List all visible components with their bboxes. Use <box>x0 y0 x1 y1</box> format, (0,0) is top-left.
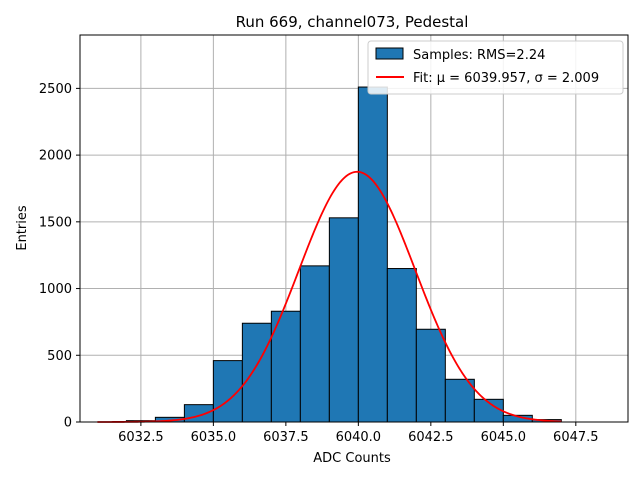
histogram-bar <box>357 86 388 423</box>
y-tick-label: 2500 <box>39 82 72 97</box>
histogram-bar <box>415 328 446 423</box>
x-tick-label: 6045.0 <box>481 430 527 445</box>
legend-fit-label: Fit: μ = 6039.957, σ = 2.009 <box>413 71 599 86</box>
x-axis-label: ADC Counts <box>313 451 391 466</box>
x-tick-label: 6040.0 <box>336 430 382 445</box>
x-tick-label: 6032.5 <box>118 430 164 445</box>
chart-title: Run 669, channel073, Pedestal <box>236 13 469 31</box>
y-tick-label: 1500 <box>39 215 72 230</box>
histogram-bar <box>183 404 214 423</box>
x-tick-label: 6035.0 <box>191 430 237 445</box>
y-axis-ticks: 0 500 1000 1500 2000 2500 <box>39 82 80 431</box>
x-axis-ticks: 6032.5 6035.0 6037.5 6040.0 6042.5 6045.0 6047… <box>118 422 599 445</box>
histogram-bar <box>299 265 330 423</box>
histogram-bar <box>444 378 475 423</box>
legend-box <box>367 40 624 95</box>
histogram-bar <box>328 217 359 423</box>
histogram-bars <box>125 86 562 423</box>
histogram-bar <box>241 322 272 423</box>
plot-frame <box>79 34 629 423</box>
y-axis-label: Entries <box>15 205 30 251</box>
x-tick-label: 6047.5 <box>553 430 599 445</box>
y-tick-label: 2000 <box>39 149 72 164</box>
legend-samples-label: Samples: RMS=2.24 <box>413 48 545 63</box>
legend: Samples: RMS=2.24 Fit: μ = 6039.957, σ =… <box>367 40 624 95</box>
y-tick-label: 0 <box>64 416 72 431</box>
legend-samples-swatch <box>375 47 404 60</box>
x-tick-label: 6042.5 <box>408 430 454 445</box>
gaussian-fit-curve <box>97 170 562 423</box>
x-tick-label: 6037.5 <box>263 430 309 445</box>
y-tick-label: 500 <box>47 349 72 364</box>
y-tick-label: 1000 <box>39 282 72 297</box>
fit-curve-layer <box>97 170 562 423</box>
histogram-bar <box>386 268 417 423</box>
